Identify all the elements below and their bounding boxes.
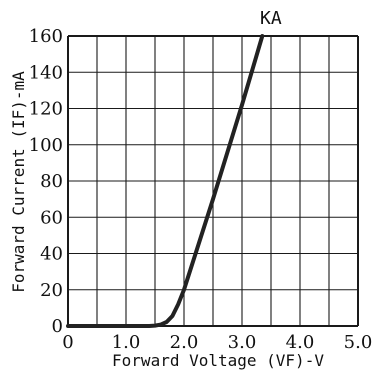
tick-layer: 0 1.0 2.0 3.0 4.0 5.0 0 20 40 60 80 100 120 140 160 — [29, 26, 373, 353]
y-tick-label-7: 140 — [29, 62, 63, 83]
y-tick-label-3: 60 — [40, 207, 63, 228]
x-tick-label-1: 1.0 — [112, 332, 141, 353]
label-layer: Forward Voltage (VF)-V Forward Current (… — [9, 8, 324, 370]
x-tick-label-3: 3.0 — [228, 332, 257, 353]
x-axis-title: Forward Voltage (VF)-V — [112, 351, 324, 370]
series-layer — [66, 34, 265, 328]
y-tick-label-0: 0 — [52, 316, 63, 337]
y-tick-label-6: 120 — [29, 99, 63, 120]
y-tick-label-5: 100 — [29, 135, 63, 156]
series-label-ka: KA — [260, 8, 282, 29]
y-tick-label-8: 160 — [29, 26, 63, 47]
series-line-ka — [66, 34, 265, 328]
grid-layer — [67, 35, 359, 327]
y-tick-label-1: 20 — [40, 280, 63, 301]
x-tick-label-2: 2.0 — [170, 332, 199, 353]
x-tick-label-4: 4.0 — [286, 332, 315, 353]
y-tick-label-2: 40 — [40, 244, 63, 265]
x-tick-label-0: 0 — [62, 332, 73, 353]
x-tick-label-5: 5.0 — [344, 332, 373, 353]
y-axis-title: Forward Current (IF)-mA — [9, 71, 28, 293]
y-tick-label-4: 80 — [40, 171, 63, 192]
